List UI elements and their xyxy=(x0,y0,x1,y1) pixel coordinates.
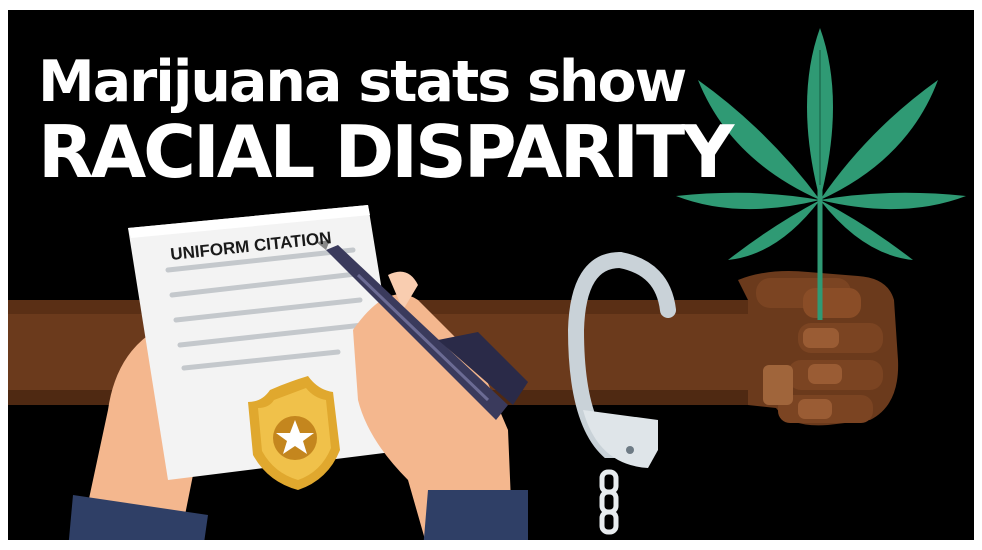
headline: Marijuana stats show RACIAL DISPARITY xyxy=(38,50,731,190)
headline-line-1: Marijuana stats show xyxy=(38,50,731,114)
headline-line-2: RACIAL DISPARITY xyxy=(38,114,731,190)
banner: UNIFORM CITATION Marijuana stats show RA… xyxy=(8,10,974,540)
